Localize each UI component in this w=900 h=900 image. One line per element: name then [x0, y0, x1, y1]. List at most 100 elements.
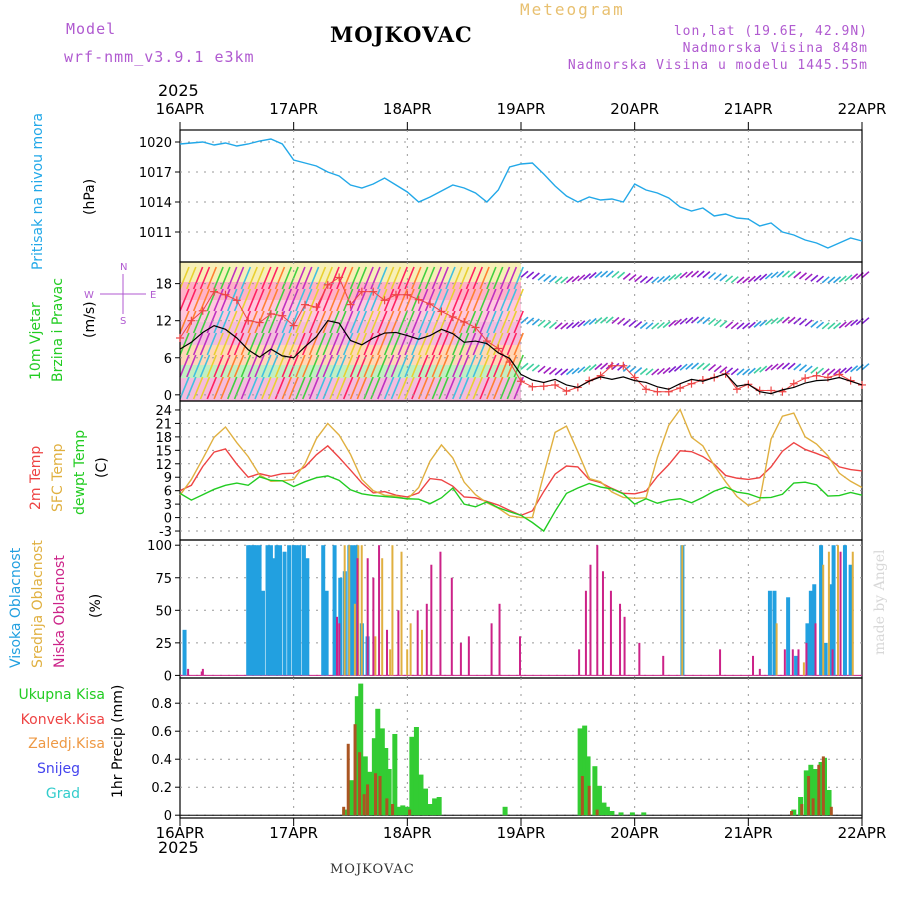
wind-barb	[821, 368, 830, 376]
wind-barb	[254, 376, 265, 400]
precip-bar-total	[349, 780, 355, 816]
wind-barb	[233, 376, 245, 400]
wind-barb	[668, 273, 677, 282]
wind-barb	[861, 317, 870, 325]
cloud-bar-mid	[348, 545, 351, 676]
wind-barb	[668, 319, 677, 328]
wind-barb	[513, 354, 524, 378]
wind-barb	[725, 275, 734, 283]
wind-barb	[759, 365, 768, 373]
cloud-bar-low	[584, 590, 587, 676]
wind-barb	[833, 322, 842, 330]
wind-barb	[192, 354, 204, 378]
wind-barb	[458, 354, 470, 378]
wind-barb	[472, 332, 484, 356]
y-tick-label: 24	[155, 404, 172, 419]
y-tick-label: 18	[155, 278, 172, 293]
wind-barb	[787, 362, 796, 370]
wind-barb	[390, 332, 402, 356]
wind-barb	[226, 376, 238, 400]
wind-barb	[179, 332, 190, 356]
wind-barb	[431, 376, 443, 400]
wind-barb	[526, 271, 535, 279]
x-tick-label-top: 16APR	[156, 100, 205, 118]
cloud-bar-low	[439, 551, 442, 676]
cloud-bar-high	[293, 545, 298, 676]
wind-barb	[781, 270, 790, 278]
wind-barb	[220, 376, 231, 400]
wind-barb	[424, 376, 436, 400]
wind-barb	[342, 354, 354, 378]
wind-barb	[383, 310, 395, 334]
wind-barb	[404, 288, 415, 312]
wind-barb	[850, 319, 859, 327]
wind-barb	[747, 367, 756, 375]
wind-barb	[833, 276, 842, 284]
wind-barb	[397, 266, 408, 290]
wind-barb	[452, 310, 463, 334]
y-tick-label: 75	[155, 572, 172, 587]
wind-barb	[404, 354, 415, 378]
wind-barb	[322, 332, 333, 356]
cloud-bar-low	[490, 623, 493, 676]
wind-barb	[479, 376, 490, 400]
cloud-bar-mid	[836, 545, 839, 676]
cloud-bar-low	[638, 642, 641, 676]
compass-n: N	[120, 262, 127, 273]
x-tick-label-bottom: 17APR	[269, 824, 318, 842]
x-tick-label-bottom: 16APR	[156, 824, 205, 842]
cloud-bar-mid	[343, 545, 346, 676]
wind-barb	[543, 366, 552, 374]
wind-barb	[452, 354, 463, 378]
precip-bar-total	[818, 762, 824, 816]
wind-barb	[370, 354, 381, 378]
wind-barb	[363, 332, 374, 356]
wind-barb	[261, 332, 272, 356]
wind-barb	[179, 310, 190, 334]
wind-barb	[770, 317, 779, 325]
wind-barb	[397, 332, 408, 356]
precip-bar-total	[358, 683, 364, 816]
cloud-bar-low	[589, 564, 592, 676]
wind-barb	[302, 266, 313, 290]
wind-barb	[506, 332, 518, 356]
cloud-bar-mid	[360, 545, 363, 676]
cloud-bar-high	[254, 545, 259, 676]
wind-barb	[656, 367, 665, 376]
wind-barb	[322, 310, 333, 334]
wind-barb	[713, 319, 722, 327]
wind-barb	[537, 273, 546, 281]
cloud-bar-mid	[353, 603, 356, 676]
wind-barb	[240, 376, 252, 400]
wind-barb	[810, 274, 819, 282]
wind-barb	[696, 270, 705, 278]
wind-barb	[302, 354, 313, 378]
wind-barb	[816, 321, 825, 329]
wind-barb-band	[180, 282, 521, 300]
cloud-bar-mid	[406, 649, 409, 676]
wind-barb	[302, 288, 313, 312]
cloud-bar-low	[397, 610, 400, 676]
cloud-bar-high	[812, 584, 817, 676]
cloud-bar-high	[246, 545, 251, 676]
wind-barb	[377, 266, 388, 290]
wind-barb	[226, 266, 238, 290]
wind-barb	[565, 322, 574, 330]
x-tick-label-top: 20APR	[610, 100, 659, 118]
wind-barb	[377, 376, 388, 400]
precip-legend-ice: Zaledj.Kisa	[28, 736, 105, 752]
year-bottom: 2025	[158, 838, 199, 857]
wind-barb	[370, 310, 381, 334]
wind-barb	[770, 271, 779, 279]
pressure-line	[179, 138, 863, 249]
cloud-bar-low	[719, 649, 722, 676]
wind-barb	[787, 270, 796, 278]
precip-bar-conv	[595, 809, 599, 816]
y-tick-label: 0.4	[151, 753, 172, 768]
wind-barb	[548, 367, 557, 375]
wind-barb	[486, 288, 497, 312]
wind-barb	[179, 376, 190, 400]
cloud-bar-high	[182, 629, 187, 676]
cloud-bar-low	[797, 649, 800, 676]
cloud-bar-mid	[400, 551, 403, 676]
